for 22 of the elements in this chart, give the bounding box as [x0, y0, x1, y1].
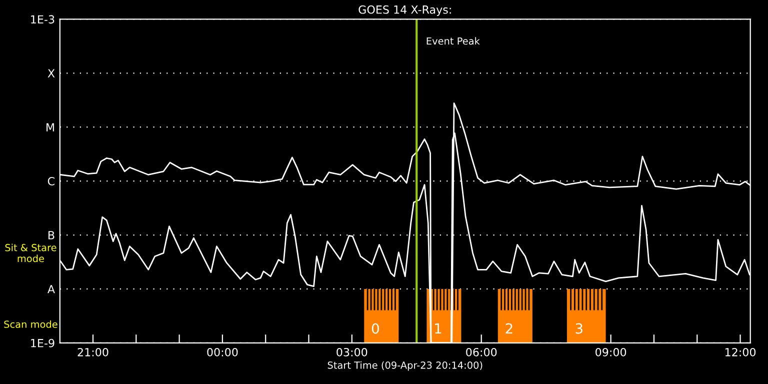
x-tick-label: 03:00 [336, 348, 368, 356]
band-label: 2 [506, 323, 512, 334]
x-tick-label: 00:00 [207, 348, 238, 356]
text: Scan mode [4, 320, 58, 328]
text: Sit & Stare mode [5, 244, 56, 262]
band-label: 3 [576, 323, 582, 334]
x-tick-label: 09:00 [596, 348, 626, 356]
y-tick-label: B [48, 231, 54, 240]
y-tick-label: A [48, 285, 55, 294]
y-tick-label: X [48, 69, 55, 78]
y-tick-label: 1E-3 [31, 15, 54, 24]
x-tick-label: 06:00 [466, 348, 497, 356]
y-tick-label: M [46, 123, 54, 132]
x-axis-title: Start Time (09-Apr-23 20:14:00) [328, 361, 482, 371]
x-tick-label: 21:00 [78, 348, 108, 356]
y-tick-label: C [48, 177, 54, 186]
ref-line-label: Event Peak [426, 37, 480, 45]
chart-title: GOES 14 X-Rays: [358, 5, 451, 16]
y-tick-label: 1E-9 [31, 338, 54, 348]
band-label: 0 [372, 323, 379, 334]
x-tick-label: 12:00 [725, 348, 756, 356]
band-label: 1 [435, 323, 442, 334]
